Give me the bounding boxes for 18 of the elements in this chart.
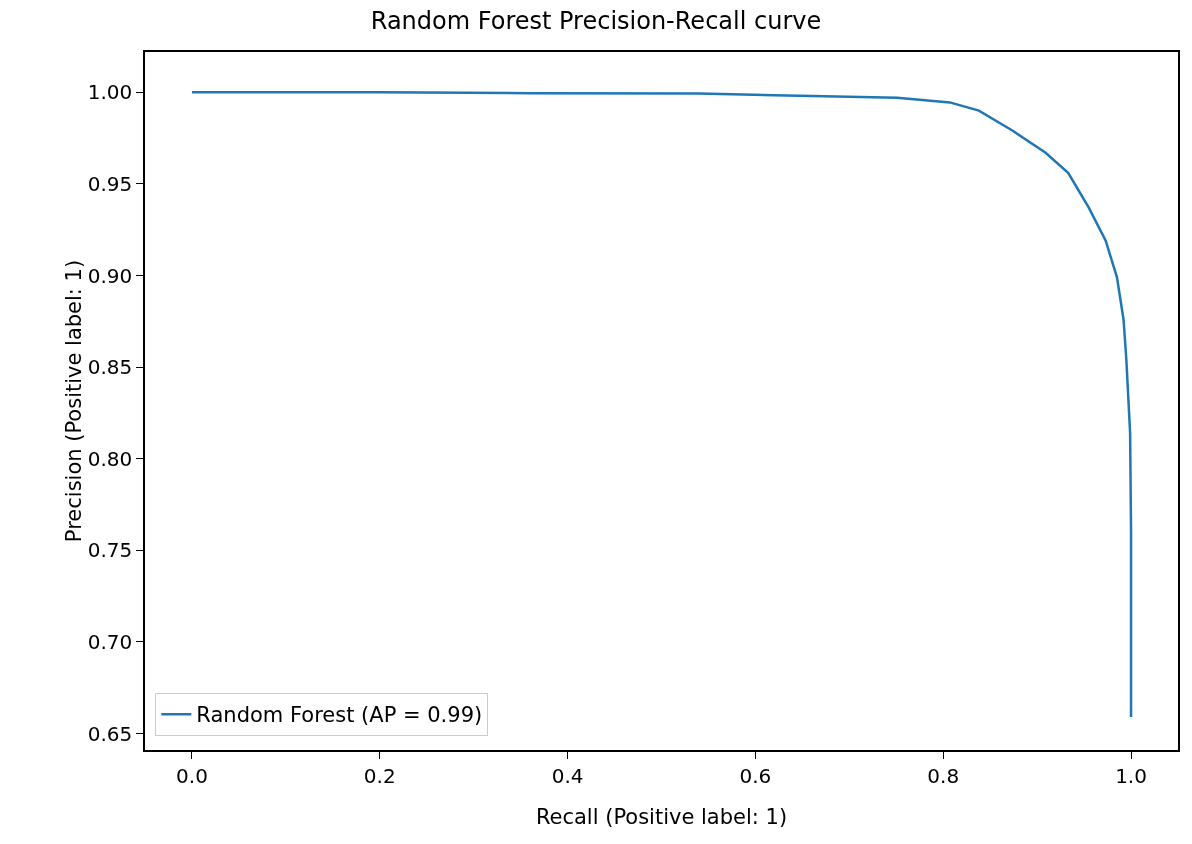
legend-label: Random Forest (AP = 0.99)	[196, 703, 483, 728]
x-tick-label: 0.8	[927, 763, 960, 788]
y-tick-label: 0.85	[87, 355, 133, 380]
x-tick-label: 0.6	[739, 763, 772, 788]
y-tick-label: 0.80	[87, 446, 133, 471]
x-tick-label: 0.4	[551, 763, 584, 788]
y-tick-label: 0.70	[87, 629, 133, 654]
y-tick-label: 0.95	[87, 171, 133, 196]
y-tick-label: 0.65	[87, 721, 133, 746]
y-tick-label: 0.75	[87, 538, 133, 563]
y-tick-label: 0.90	[87, 263, 133, 288]
y-tick-label: 1.00	[87, 80, 133, 105]
x-tick-label: 0.2	[363, 763, 396, 788]
y-axis-title: Precision (Positive label: 1)	[61, 259, 86, 543]
x-tick-label: 1.0	[1115, 763, 1147, 788]
chart-title: Random Forest Precision-Recall curve	[370, 7, 822, 36]
x-axis-title: Recall (Positive label: 1)	[535, 804, 788, 829]
x-tick-label: 0.0	[176, 763, 208, 788]
